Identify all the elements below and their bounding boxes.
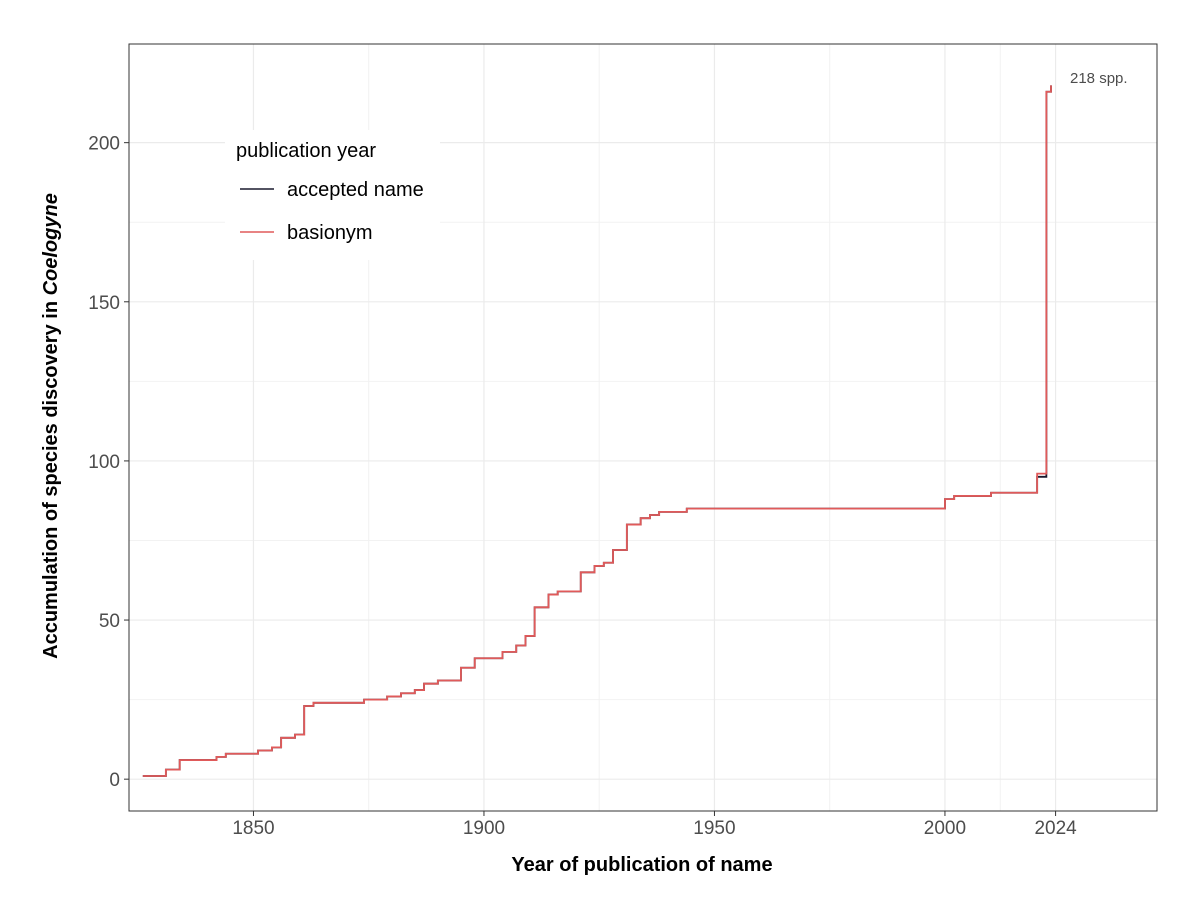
legend: publication year accepted name basionym — [225, 130, 440, 260]
grid-layer — [129, 44, 1157, 811]
y-axis-title: Accumulation of species discovery in Coe… — [40, 193, 62, 659]
x-tick-label: 1900 — [463, 818, 505, 839]
x-tick-label: 1950 — [693, 818, 735, 839]
legend-title: publication year — [236, 140, 376, 162]
y-tick-label: 50 — [99, 611, 120, 632]
y-tick-label: 100 — [88, 452, 120, 473]
y-axis-title-prefix: Accumulation of species discovery in — [40, 295, 62, 658]
y-tick-label: 150 — [88, 293, 120, 314]
x-tick-label: 2024 — [1034, 818, 1077, 839]
y-axis-title-genus: Coelogyne — [40, 193, 62, 295]
legend-label-basionym: basionym — [287, 222, 373, 244]
x-axis-title: Year of publication of name — [511, 854, 772, 876]
series-layer — [142, 85, 1052, 777]
legend-background — [225, 130, 440, 260]
legend-label-accepted-name: accepted name — [287, 179, 424, 201]
y-tick-label: 0 — [109, 770, 120, 791]
tick-layer: 0 50 100 150 200 1850 1900 1950 2000 2024 — [88, 134, 1077, 839]
y-tick-label: 200 — [88, 134, 120, 155]
x-tick-label: 2000 — [924, 818, 966, 839]
panel-border — [128, 43, 1158, 812]
x-tick-label: 1850 — [232, 818, 274, 839]
series-line-basionym — [142, 85, 1052, 777]
annotation-total: 218 spp. — [1070, 70, 1128, 87]
